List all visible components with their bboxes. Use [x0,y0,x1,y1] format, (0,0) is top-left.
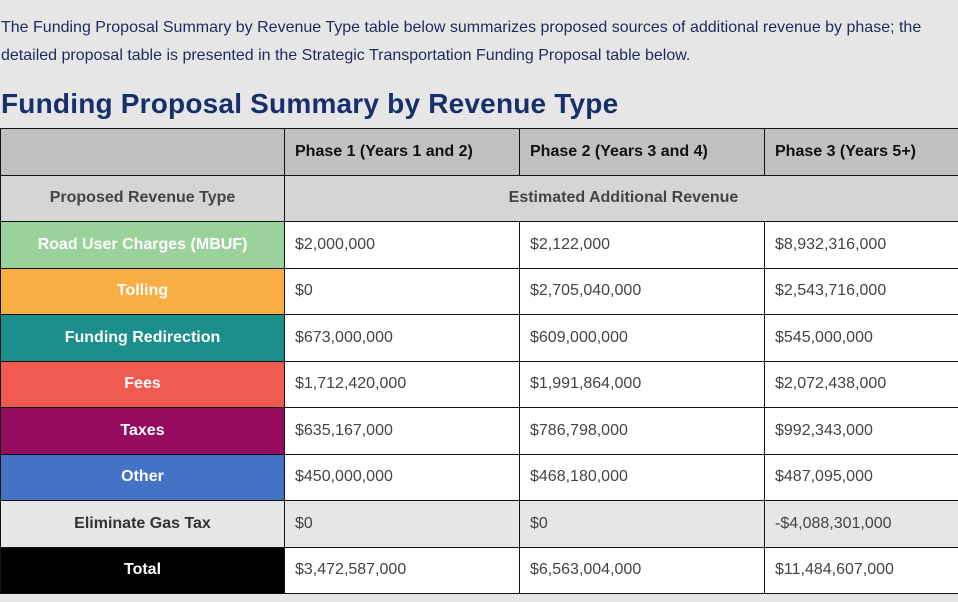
phase-1-header: Phase 1 (Years 1 and 2) [284,128,520,176]
phase-1-value: $635,167,000 [284,407,520,455]
phase-3-value: $545,000,000 [764,314,958,362]
phase-1-value: $0 [284,267,520,315]
phase-2-value: $609,000,000 [519,314,765,362]
table-row: Fees $1,712,420,000 $1,991,864,000 $2,072,4… [0,360,958,408]
table-row: Taxes $635,167,000 $786,798,000 $992,343,00… [0,407,958,455]
phase-header-row: Phase 1 (Years 1 and 2) Phase 2 (Years 3… [0,128,958,176]
phase-3-value: $992,343,000 [764,407,958,455]
intro-paragraph: The Funding Proposal Summary by Revenue … [1,19,922,64]
corner-header [0,128,285,176]
revenue-type-cell: Other [0,453,285,501]
funding-summary-table: Phase 1 (Years 1 and 2) Phase 2 (Years 3… [0,128,958,594]
phase-1-value: $450,000,000 [284,453,520,501]
phase-3-value: $2,543,716,000 [764,267,958,315]
table-row: Other $450,000,000 $468,180,000 $487,095,00… [0,453,958,501]
revenue-type-cell: Tolling [0,267,285,315]
table-row: Road User Charges (MBUF) $2,000,000 $2,122… [0,221,958,269]
phase-2-value: $468,180,000 [519,453,765,501]
phase-2-value: $0 [519,500,765,548]
revenue-type-cell: Taxes [0,407,285,455]
revenue-type-cell: Eliminate Gas Tax [0,500,285,548]
phase-1-value: $3,472,587,000 [284,546,520,594]
table-title: Funding Proposal Summary by Revenue Type [1,88,619,119]
phase-3-header: Phase 3 (Years 5+) [764,128,958,176]
phase-1-value: $673,000,000 [284,314,520,362]
phase-2-value: $6,563,004,000 [519,546,765,594]
phase-3-value: -$4,088,301,000 [764,500,958,548]
phase-1-value: $1,712,420,000 [284,360,520,408]
estimated-revenue-header: Estimated Additional Revenue [284,174,958,222]
revenue-type-header: Proposed Revenue Type [0,174,285,222]
phase-2-header: Phase 2 (Years 3 and 4) [519,128,765,176]
phase-3-value: $11,484,607,000 [764,546,958,594]
phase-2-value: $2,705,040,000 [519,267,765,315]
phase-2-value: $786,798,000 [519,407,765,455]
phase-2-value: $2,122,000 [519,221,765,269]
phase-1-value: $0 [284,500,520,548]
revenue-type-cell: Total [0,546,285,594]
phase-1-value: $2,000,000 [284,221,520,269]
phase-2-value: $1,991,864,000 [519,360,765,408]
revenue-type-cell: Road User Charges (MBUF) [0,221,285,269]
phase-3-value: $8,932,316,000 [764,221,958,269]
revenue-type-cell: Funding Redirection [0,314,285,362]
table-row: Eliminate Gas Tax $0 $0 -$4,088,301,000 [0,500,958,548]
table-row: Total $3,472,587,000 $6,563,004,000 $11,484… [0,546,958,594]
revenue-type-cell: Fees [0,360,285,408]
table-row: Funding Redirection $673,000,000 $609,000,… [0,314,958,362]
phase-3-value: $2,072,438,000 [764,360,958,408]
table-row: Tolling $0 $2,705,040,000 $2,543,716,000 [0,267,958,315]
subheader-row: Proposed Revenue Type Estimated Addition… [0,174,958,222]
phase-3-value: $487,095,000 [764,453,958,501]
